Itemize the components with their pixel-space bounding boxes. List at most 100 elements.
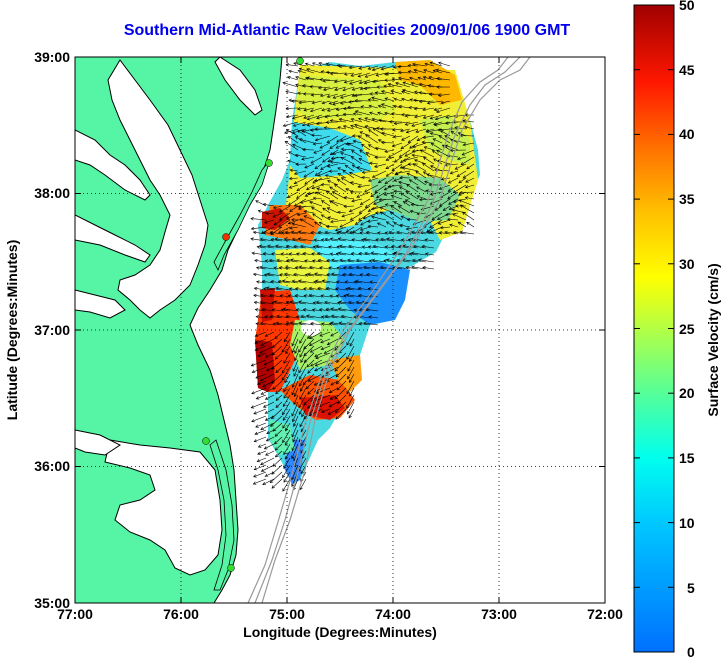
velocity-arrow-head [358, 217, 362, 221]
velocity-arrow-head [387, 82, 392, 87]
velocity-arrow [369, 162, 379, 165]
velocity-arrow-head [254, 340, 259, 344]
velocity-arrow-head [272, 344, 276, 348]
velocity-arrow-head [321, 200, 325, 204]
velocity-arrow [343, 267, 355, 270]
velocity-arrow-head [374, 146, 379, 151]
velocity-arrow [384, 177, 395, 184]
velocity-arrow-head [427, 84, 432, 88]
velocity-arrow-head [425, 129, 430, 134]
velocity-arrow-head [352, 139, 357, 144]
velocity-arrow [265, 394, 275, 400]
velocity-arrow-head [311, 62, 316, 66]
velocity-arrow [336, 267, 347, 270]
velocity-arrow [279, 274, 291, 277]
velocity-arrow [327, 207, 339, 214]
velocity-arrow-head [288, 252, 293, 256]
y-tick-label: 38:00 [34, 185, 70, 201]
velocity-arrow-head [350, 124, 354, 128]
velocity-arrow-head [377, 180, 382, 184]
velocity-arrow [261, 464, 275, 472]
velocity-arrow-head [426, 101, 431, 105]
velocity-arrow [424, 146, 435, 151]
velocity-arrow-head [323, 87, 327, 92]
velocity-arrow [445, 121, 459, 124]
velocity-arrow [264, 408, 275, 414]
velocity-arrow [306, 77, 323, 81]
velocity-arrow [462, 211, 475, 221]
velocity-arrow [434, 121, 451, 126]
velocity-arrow [355, 280, 371, 284]
velocity-arrow-head [413, 106, 418, 111]
velocity-arrow [288, 198, 299, 206]
velocity-arrow [299, 345, 307, 358]
velocity-arrow [297, 130, 307, 137]
velocity-arrow-head [377, 104, 382, 109]
velocity-arrow-head [307, 272, 311, 276]
velocity-arrow-head [319, 333, 323, 337]
velocity-arrow [343, 125, 355, 130]
velocity-arrow [364, 252, 379, 256]
velocity-arrow-head [398, 154, 403, 158]
velocity-arrow-head [319, 266, 323, 270]
velocity-arrow-head [347, 142, 351, 146]
velocity-arrow-head [282, 403, 286, 408]
velocity-arrow [296, 191, 307, 199]
velocity-arrow-head [298, 300, 302, 304]
velocity-arrow-head [285, 300, 290, 305]
velocity-arrow [318, 401, 331, 407]
velocity-arrow [378, 177, 387, 184]
velocity-arrow-head [408, 252, 413, 256]
velocity-arrow [296, 309, 307, 312]
velocity-arrow [355, 110, 371, 116]
velocity-arrow [254, 287, 267, 291]
velocity-arrow [337, 65, 347, 67]
velocity-arrow [452, 213, 467, 221]
velocity-arrow-head [253, 467, 258, 471]
velocity-arrow [430, 114, 443, 119]
velocity-arrow [325, 315, 339, 319]
velocity-arrow-head [411, 123, 415, 127]
velocity-arrow-head [300, 442, 304, 447]
velocity-arrow [395, 170, 411, 174]
velocity-arrow [314, 163, 323, 169]
velocity-arrow [286, 212, 299, 220]
velocity-arrow [465, 184, 475, 188]
velocity-arrow [295, 288, 307, 291]
velocity-arrow [409, 77, 419, 81]
velocity-arrow-head [314, 178, 318, 183]
velocity-arrow-head [291, 476, 295, 481]
velocity-arrow-head [328, 390, 333, 393]
velocity-arrow-head [344, 280, 349, 284]
velocity-arrow-head [433, 158, 437, 162]
velocity-arrow-head [309, 201, 313, 205]
velocity-arrow-head [331, 191, 336, 195]
velocity-arrow [334, 184, 347, 193]
velocity-arrow-head [376, 222, 381, 226]
velocity-arrow [284, 450, 291, 460]
velocity-arrow [384, 184, 395, 191]
velocity-arrow-head [313, 238, 317, 242]
velocity-arrow-head [359, 227, 364, 231]
velocity-arrow [307, 191, 323, 194]
velocity-arrow [465, 177, 475, 183]
velocity-arrow [420, 231, 435, 235]
velocity-arrow-head [419, 149, 424, 153]
velocity-arrow [321, 316, 331, 319]
velocity-arrow [349, 172, 363, 179]
velocity-arrow [411, 266, 427, 270]
velocity-arrow [298, 205, 315, 208]
velocity-arrow-head [314, 368, 318, 372]
velocity-arrow-head [304, 259, 308, 263]
velocity-arrow-head [320, 70, 325, 74]
station-marker [296, 57, 304, 65]
velocity-arrow [335, 226, 347, 231]
velocity-arrow-head [389, 211, 394, 215]
velocity-arrow-head [251, 369, 256, 374]
velocity-arrow [453, 184, 467, 194]
velocity-arrow [284, 436, 291, 446]
velocity-arrow-head [359, 273, 364, 277]
velocity-arrow-head [383, 192, 388, 196]
velocity-arrow-head [418, 258, 422, 262]
velocity-arrow [311, 207, 323, 214]
